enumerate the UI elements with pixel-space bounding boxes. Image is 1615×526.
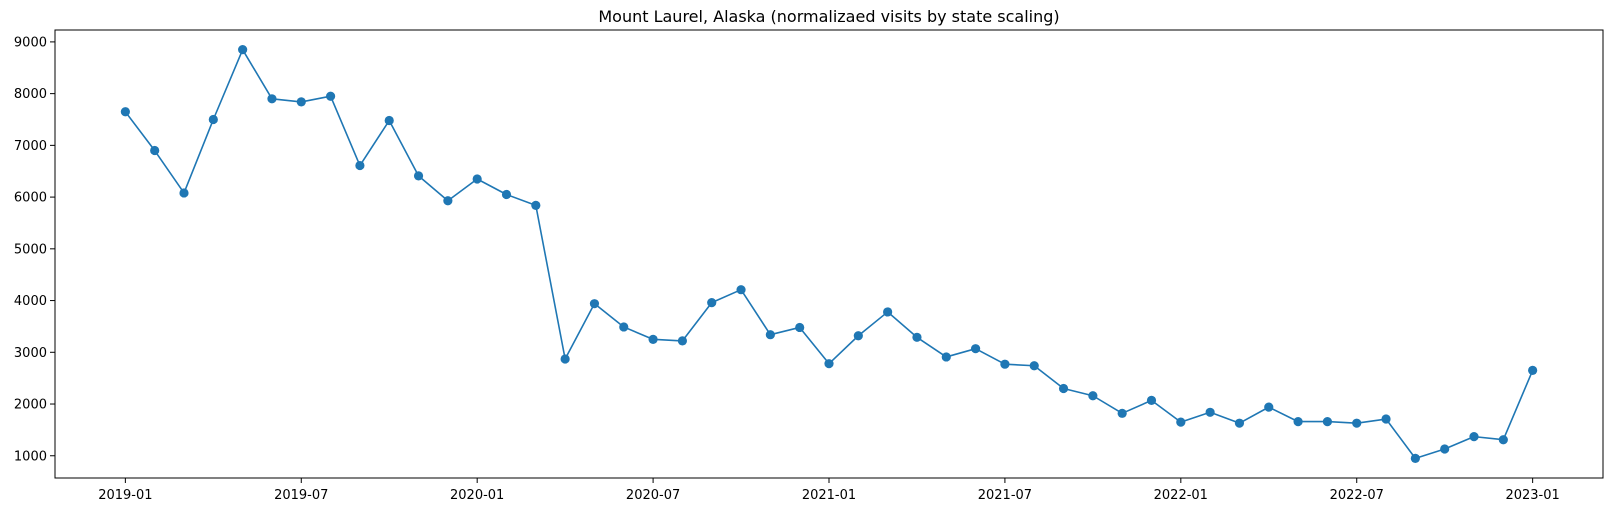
data-point (795, 322, 805, 333)
data-point (208, 114, 218, 125)
data-point (1058, 383, 1069, 394)
series-group (120, 45, 1538, 463)
data-point (736, 285, 746, 295)
data-point (355, 160, 365, 171)
plot-frame (54, 29, 1604, 479)
x-tick-label: 2021-07 (978, 488, 1032, 503)
x-tick-label: 2019-01 (98, 488, 152, 503)
data-point (1528, 365, 1538, 375)
y-tick-label: 3000 (14, 346, 47, 361)
data-point (1410, 453, 1420, 463)
y-tick-label: 1000 (14, 449, 47, 464)
data-point (1000, 359, 1010, 369)
x-tick-label: 2019-07 (274, 488, 328, 503)
data-point (1293, 417, 1303, 427)
y-tick-label: 7000 (14, 139, 47, 154)
data-point (531, 200, 541, 210)
data-point (1205, 407, 1215, 417)
data-point (120, 107, 130, 117)
x-tick-label: 2020-01 (450, 488, 504, 503)
data-point (501, 189, 512, 200)
data-point (179, 188, 189, 198)
data-point (589, 299, 600, 309)
data-point (560, 354, 570, 364)
data-point (1381, 414, 1391, 424)
data-point (413, 171, 424, 181)
data-point (1469, 432, 1479, 442)
data-point (1322, 417, 1333, 427)
data-point (853, 331, 863, 341)
y-tick-label: 2000 (14, 398, 47, 413)
y-tick-label: 6000 (14, 191, 47, 206)
y-tick-label: 4000 (14, 294, 47, 309)
data-point (384, 115, 394, 126)
data-point (1264, 402, 1274, 412)
data-point (150, 145, 160, 156)
data-point (619, 322, 629, 332)
data-point (1176, 417, 1186, 427)
data-point (1117, 408, 1127, 418)
x-tick-label: 2022-07 (1330, 488, 1384, 503)
data-point (1440, 444, 1450, 454)
data-point (296, 97, 306, 107)
data-point (238, 45, 248, 55)
data-point (1234, 418, 1245, 428)
data-point (1352, 418, 1362, 428)
chart-title: Mount Laurel, Alaska (normalizaed visits… (598, 7, 1059, 26)
y-axis: 1000 2000 3000 4000 5000 6000 7000 8000 9000 (14, 35, 55, 464)
x-tick-label: 2021-01 (802, 488, 856, 503)
data-point (1146, 395, 1157, 406)
data-point (677, 336, 688, 346)
data-point (648, 334, 658, 344)
data-point (1498, 435, 1508, 445)
data-point (325, 91, 336, 101)
data-point (472, 174, 482, 184)
data-point (912, 332, 922, 342)
data-point (707, 298, 717, 308)
data-point (883, 307, 893, 317)
x-tick-label: 2020-07 (626, 488, 680, 503)
series-line (124, 48, 1534, 460)
y-tick-label: 8000 (14, 87, 47, 102)
data-point (1029, 361, 1039, 371)
data-point (443, 196, 453, 206)
x-tick-label: 2022-01 (1154, 488, 1208, 503)
data-point (267, 94, 277, 104)
data-point (1088, 391, 1098, 401)
data-point (824, 359, 834, 369)
data-point (941, 352, 951, 362)
data-point (970, 344, 981, 354)
x-tick-label: 2023-01 (1505, 488, 1559, 503)
y-tick-label: 5000 (14, 242, 47, 257)
y-tick-label: 9000 (14, 35, 47, 50)
x-axis: 2019-01 2019-07 2020-01 2020-07 2021-01 2021-… (98, 478, 1560, 503)
data-point (765, 330, 775, 340)
